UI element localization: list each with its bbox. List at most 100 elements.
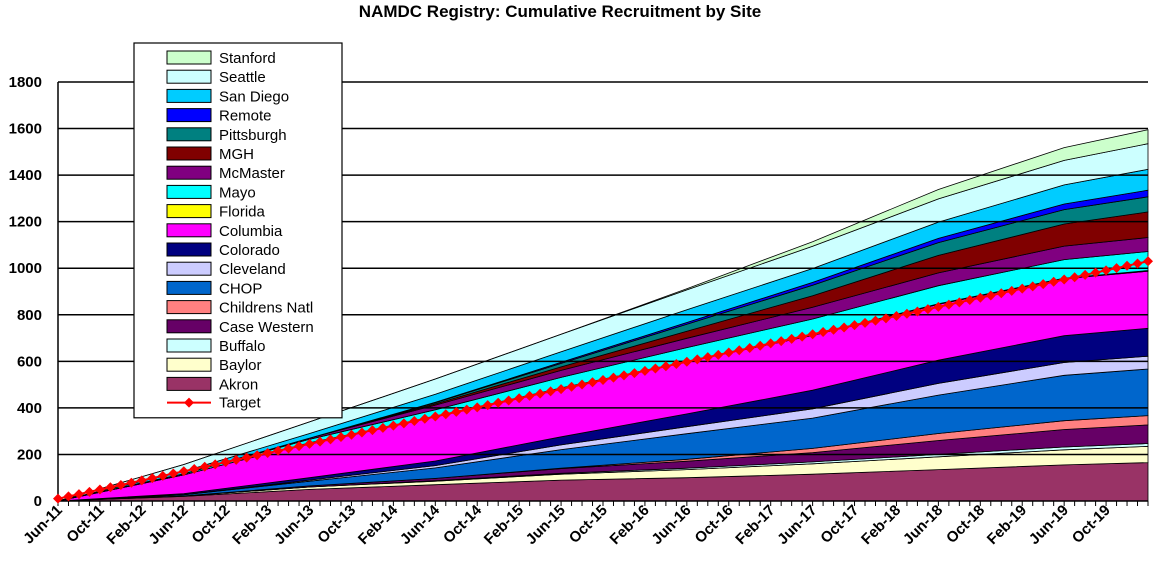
target-marker [147,473,158,484]
x-tick-label: Oct-18 [943,502,988,547]
target-marker [713,349,724,360]
target-marker [315,436,326,447]
target-marker [681,356,692,367]
target-marker [964,295,975,306]
target-marker [1038,279,1049,290]
x-tick-label: Jun-15 [523,502,569,548]
legend-label: CHOP [219,280,262,297]
legend-swatch [166,146,212,161]
x-tick-label: Feb-14 [355,501,402,548]
target-marker [839,322,850,333]
legend-target-marker [184,397,194,408]
target-marker [985,290,996,301]
target-marker [776,336,787,347]
target-marker [639,365,650,376]
target-marker [629,368,640,379]
legend-label: Akron [219,376,258,393]
target-marker [912,306,923,317]
x-tick-label: Jun-18 [900,502,946,548]
target-marker [294,441,305,452]
x-tick-label: Feb-17 [732,502,778,548]
target-marker [105,482,116,493]
y-tick-label: 1200 [9,214,42,231]
target-marker [430,411,441,422]
target-marker [1069,272,1080,283]
target-marker [377,422,388,433]
target-marker [1080,269,1091,280]
target-marker [618,370,629,381]
legend-label: Florida [219,204,266,221]
x-tick-label: Oct-16 [692,502,737,547]
x-tick-label: Feb-16 [607,502,653,548]
x-tick-label: Jun-14 [397,501,444,548]
target-marker [398,418,409,429]
target-marker [115,479,126,490]
y-tick-label: 1800 [9,74,42,91]
target-marker [283,443,294,454]
target-marker [828,324,839,335]
target-marker [755,340,766,351]
target-marker [440,409,451,420]
y-tick-label: 1600 [9,121,42,138]
target-marker [566,381,577,392]
target-marker [514,393,525,404]
target-marker [786,333,797,344]
legend-swatch [166,223,212,238]
target-marker [273,445,284,456]
target-marker [996,288,1007,299]
target-marker [94,484,105,495]
legend-label: Columbia [219,223,283,240]
legend-label: Buffalo [219,338,265,355]
target-marker [220,457,231,468]
x-tick-label: Oct-15 [566,502,611,547]
target-marker [608,372,619,383]
target-marker [168,468,179,479]
x-tick-label: Jun-12 [145,502,191,548]
target-marker [84,486,95,497]
target-marker [880,313,891,324]
x-tick-label: Feb-18 [858,502,904,548]
legend-label: Target [219,395,262,412]
target-marker [419,413,430,424]
legend-label: MGH [219,146,254,163]
legend-label: Case Western [219,319,314,336]
target-marker [367,425,378,436]
legend-label: Baylor [219,357,262,374]
chart-title: NAMDC Registry: Cumulative Recruitment b… [359,2,761,21]
legend-swatch [166,127,212,142]
legend-label: Pittsburgh [219,127,287,144]
target-marker [891,311,902,322]
legend-label: Seattle [219,69,266,86]
target-marker [157,470,168,481]
legend-label: San Diego [219,88,289,105]
target-marker [1027,281,1038,292]
target-marker [1111,263,1122,274]
x-tick-label: Jun-17 [774,502,820,548]
x-tick-label: Feb-19 [984,502,1030,548]
target-marker [241,452,252,463]
y-tick-label: 1400 [9,167,42,184]
legend-label: McMaster [219,165,285,182]
legend-swatch [166,69,212,84]
target-marker [734,345,745,356]
target-marker [1132,258,1143,269]
x-tick-label: Oct-17 [817,502,862,547]
legend-swatch [166,108,212,123]
y-tick-label: 800 [17,307,42,324]
target-marker [1048,276,1059,287]
x-tick-label: Feb-15 [481,502,527,548]
target-marker [598,374,608,385]
target-marker [545,386,556,397]
legend-label: Mayo [219,184,256,201]
legend-swatch [166,242,212,257]
legend-label: Childrens Natl [219,300,313,317]
target-marker [650,363,661,374]
area-stanford [57,129,1149,502]
target-marker [335,432,346,443]
target-marker [577,379,588,390]
target-marker [388,420,399,431]
legend-swatch [166,88,212,103]
target-marker [53,493,63,504]
legend-swatch [166,357,212,372]
